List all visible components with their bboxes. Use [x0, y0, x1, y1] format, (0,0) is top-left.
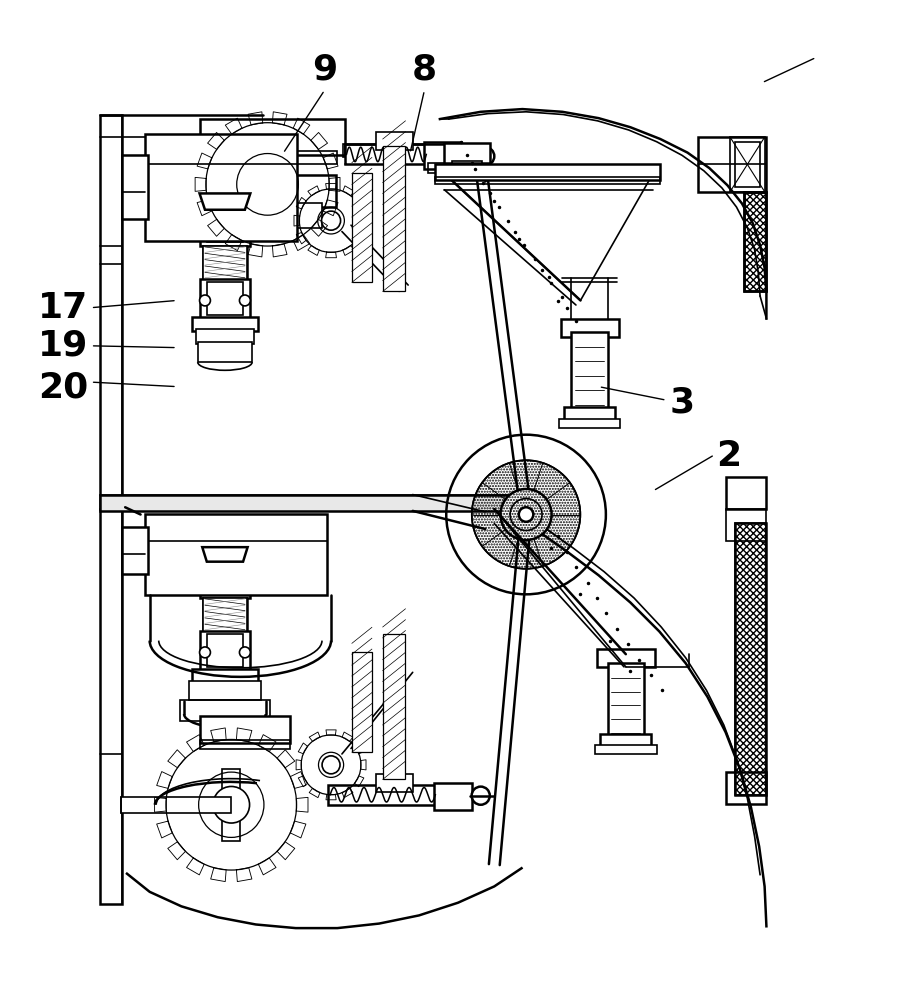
Bar	[328, 785, 455, 805]
Bar	[200, 208, 250, 246]
Bar	[428, 163, 458, 173]
Bar	[559, 419, 620, 428]
Bar	[200, 119, 345, 155]
Bar	[145, 514, 327, 595]
Bar	[735, 523, 766, 795]
Bar	[352, 173, 372, 282]
Circle shape	[321, 211, 340, 230]
Bar	[100, 509, 122, 904]
Bar	[726, 509, 766, 541]
Bar	[200, 740, 290, 749]
Circle shape	[519, 507, 533, 522]
Bar	[203, 246, 247, 281]
Bar	[198, 342, 252, 362]
Bar	[192, 317, 258, 331]
Circle shape	[200, 647, 210, 658]
Bar	[258, 150, 277, 218]
Bar	[200, 631, 250, 671]
Bar	[744, 192, 766, 291]
Bar	[200, 560, 250, 598]
Bar	[207, 282, 243, 315]
Bar	[189, 681, 261, 700]
Bar	[452, 161, 482, 175]
Circle shape	[200, 295, 210, 306]
Text: 3: 3	[669, 386, 695, 420]
Bar	[200, 279, 250, 319]
Bar	[435, 164, 660, 180]
Circle shape	[322, 756, 340, 774]
Bar	[444, 143, 490, 163]
Bar	[730, 137, 765, 192]
Circle shape	[501, 489, 551, 540]
Text: 17: 17	[38, 291, 88, 325]
Bar	[122, 527, 148, 574]
Circle shape	[239, 295, 250, 306]
Circle shape	[250, 167, 285, 202]
Bar	[345, 144, 444, 164]
Bar	[434, 783, 472, 810]
Bar	[383, 634, 405, 779]
Circle shape	[476, 147, 494, 165]
Text: 20: 20	[38, 371, 88, 405]
Text: 9: 9	[312, 52, 337, 86]
Bar	[595, 745, 657, 754]
Bar	[213, 203, 322, 228]
Bar	[352, 652, 372, 752]
Circle shape	[472, 787, 490, 805]
Bar	[145, 134, 297, 241]
Bar	[222, 769, 240, 841]
Bar	[744, 192, 766, 291]
Bar	[207, 563, 243, 594]
Bar	[100, 115, 122, 509]
Bar	[122, 155, 148, 219]
Text: 2: 2	[717, 439, 742, 473]
Bar	[608, 663, 644, 740]
Bar	[196, 329, 254, 344]
Bar	[735, 142, 760, 187]
Bar	[435, 177, 660, 184]
Bar	[424, 142, 461, 169]
Bar	[190, 175, 259, 193]
Bar	[376, 132, 413, 150]
Bar	[207, 151, 337, 164]
Bar	[571, 332, 608, 414]
Text: 19: 19	[38, 329, 89, 363]
Bar	[121, 797, 231, 813]
Bar	[561, 319, 619, 337]
Bar	[260, 171, 275, 198]
Bar	[343, 144, 345, 157]
Circle shape	[239, 647, 250, 658]
Polygon shape	[200, 193, 250, 210]
Bar	[192, 669, 258, 683]
Bar	[735, 523, 766, 795]
Bar	[200, 175, 336, 207]
Bar	[203, 598, 247, 632]
Bar	[597, 649, 655, 667]
Bar	[376, 774, 413, 792]
Text: 8: 8	[412, 52, 437, 86]
Bar	[200, 716, 290, 743]
Bar	[726, 477, 766, 509]
Bar	[383, 146, 405, 291]
Circle shape	[213, 786, 249, 823]
Bar	[198, 533, 252, 547]
Bar	[180, 700, 270, 721]
Bar	[207, 634, 243, 667]
Bar	[564, 407, 615, 421]
Bar	[100, 495, 517, 511]
Bar	[207, 212, 243, 242]
Bar	[726, 772, 766, 804]
Polygon shape	[202, 547, 248, 562]
Bar	[698, 137, 766, 192]
Bar	[600, 734, 651, 747]
Circle shape	[510, 499, 542, 530]
